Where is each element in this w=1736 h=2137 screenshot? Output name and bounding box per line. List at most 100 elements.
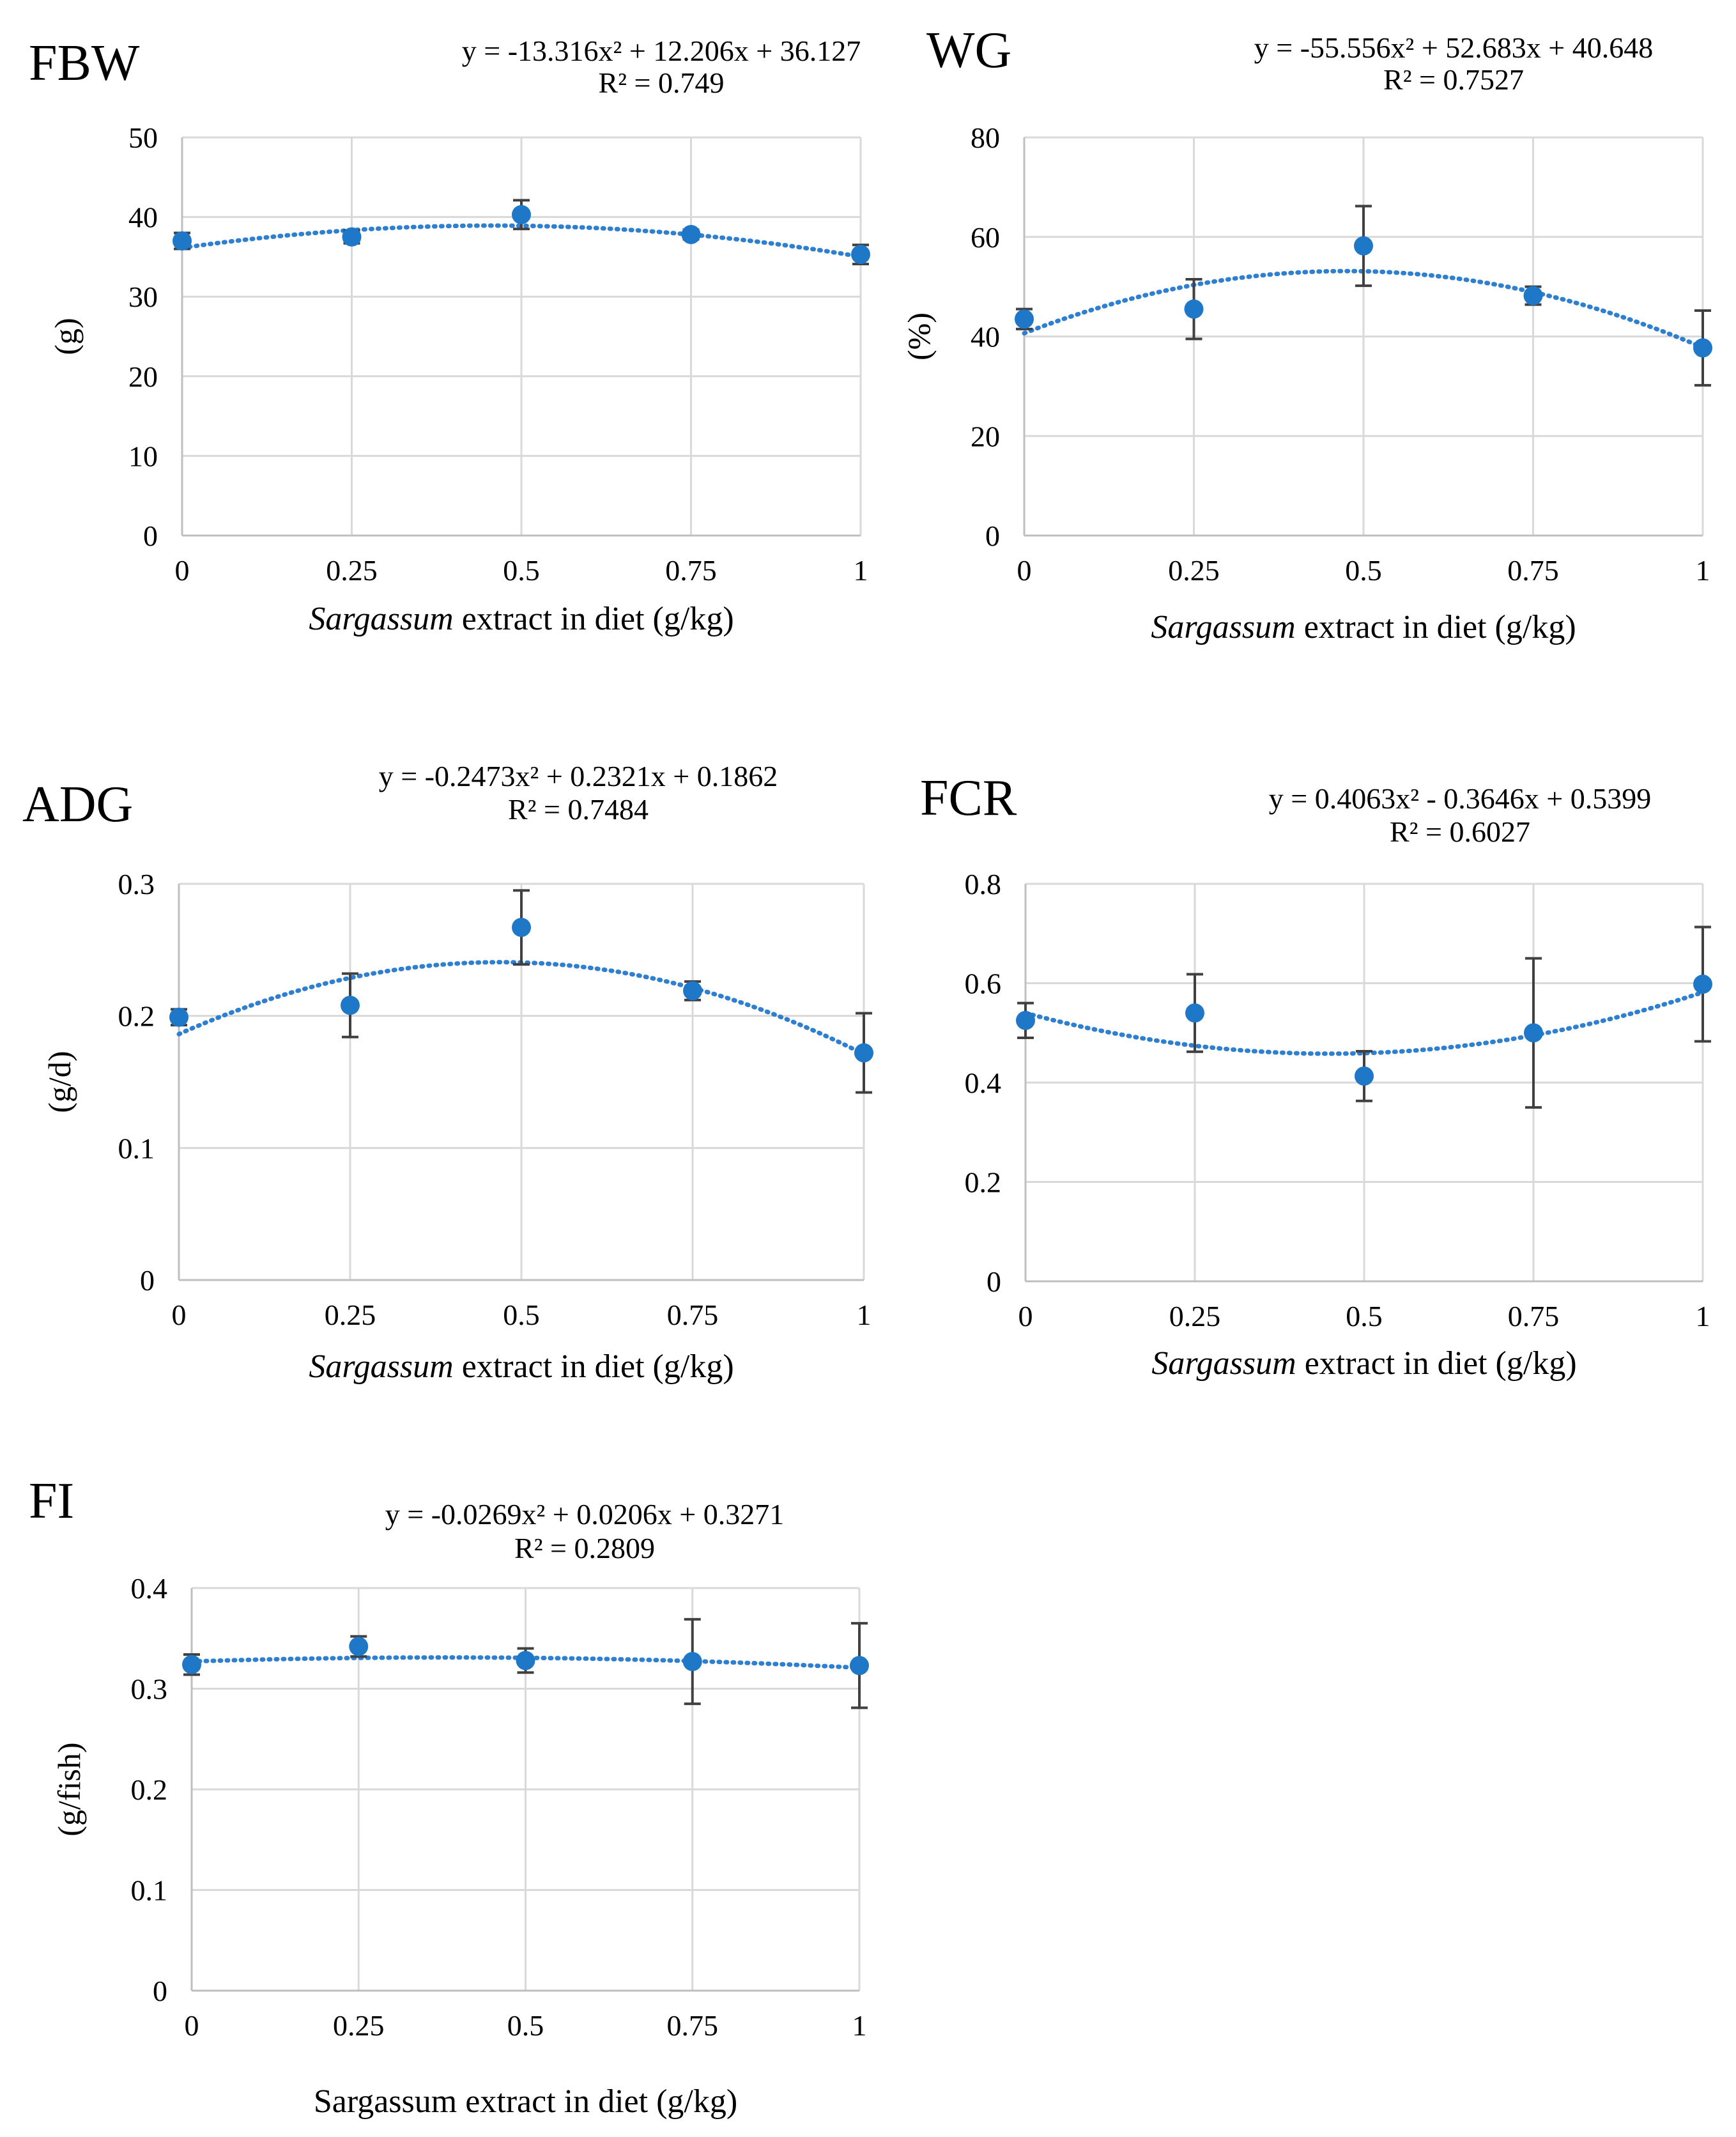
wg-ytick-label: 0	[985, 520, 1000, 552]
fi-r2: R² = 0.2809	[514, 1532, 655, 1564]
fi-xtick-label: 0.5	[507, 2009, 544, 2042]
fcr-ytick-label: 0.6	[965, 968, 1002, 1000]
fcr-equation: y = 0.4063x² - 0.3646x + 0.5399	[1269, 782, 1652, 815]
fi-panel-title: FI	[29, 1473, 74, 1529]
fbw-xtick-label: 0.5	[503, 554, 540, 587]
wg-ytick-label: 80	[971, 121, 1000, 154]
fcr-data-point	[1693, 975, 1712, 994]
wg-r2: R² = 0.7527	[1383, 63, 1524, 96]
fcr-data-point	[1185, 1003, 1204, 1023]
fcr-ytick-label: 0	[987, 1265, 1001, 1298]
fcr-x-axis-label: Sargassum extract in diet (g/kg)	[1151, 1345, 1576, 1382]
fi-xtick-label: 1	[852, 2009, 867, 2042]
adg-ytick-label: 0.1	[118, 1132, 155, 1164]
wg-ytick-label: 40	[971, 321, 1000, 353]
wg-data-point	[1184, 299, 1204, 319]
adg-panel-title: ADG	[22, 776, 133, 833]
adg-r2: R² = 0.7484	[508, 793, 649, 826]
fbw-ytick-label: 10	[128, 440, 158, 472]
wg-panel-title: WG	[926, 22, 1011, 79]
fcr-xtick-label: 1	[1696, 1300, 1710, 1332]
wg-data-point	[1015, 309, 1034, 329]
adg-data-point	[683, 981, 702, 1001]
fbw-ytick-label: 40	[128, 201, 158, 234]
adg-xtick-label: 0	[172, 1299, 187, 1331]
fi-data-point	[850, 1656, 869, 1676]
wg-xtick-label: 1	[1696, 554, 1710, 587]
adg-xtick-label: 0.5	[503, 1299, 540, 1331]
fbw-ytick-label: 0	[143, 520, 158, 552]
adg-xtick-label: 0.25	[325, 1299, 376, 1331]
fbw-xtick-label: 0.25	[326, 554, 378, 587]
adg-ytick-label: 0.3	[118, 868, 155, 900]
fbw-ytick-label: 20	[128, 360, 158, 393]
fi-xtick-label: 0.75	[667, 2009, 719, 2042]
fcr-xtick-label: 0.25	[1169, 1300, 1221, 1332]
fi-y-axis-label: (g/fish)	[51, 1742, 87, 1836]
fbw-data-point	[851, 245, 870, 265]
fi-equation: y = -0.0269x² + 0.0206x + 0.3271	[385, 1498, 784, 1531]
fbw-data-point	[173, 231, 192, 251]
adg-y-axis-label: (g/d)	[42, 1051, 77, 1113]
adg-x-axis-label: Sargassum extract in diet (g/kg)	[309, 1348, 734, 1385]
fcr-xtick-label: 0.5	[1346, 1300, 1383, 1332]
wg-y-axis-label: (%)	[901, 312, 937, 360]
fbw-equation: y = -13.316x² + 12.206x + 36.127	[462, 35, 861, 67]
fcr-data-point	[1016, 1010, 1035, 1030]
fcr-data-point	[1524, 1023, 1543, 1043]
fi-data-point	[349, 1637, 369, 1656]
wg-ytick-label: 20	[971, 420, 1000, 452]
fi-data-point	[182, 1655, 201, 1674]
fbw-ytick-label: 50	[128, 121, 158, 154]
fbw-xtick-label: 1	[854, 554, 868, 587]
fi-ytick-label: 0.1	[131, 1874, 168, 1907]
fbw-data-point	[512, 204, 531, 224]
fcr-ytick-label: 0.4	[965, 1067, 1002, 1099]
fcr-ytick-label: 0.2	[965, 1166, 1002, 1199]
fi-ytick-label: 0	[153, 1975, 167, 2007]
wg-xtick-label: 0.25	[1168, 554, 1220, 587]
wg-xtick-label: 0.75	[1507, 554, 1559, 587]
fbw-y-axis-label: (g)	[48, 318, 84, 355]
wg-data-point	[1693, 338, 1712, 358]
fcr-xtick-label: 0.75	[1508, 1300, 1560, 1332]
fbw-panel-title: FBW	[29, 35, 140, 91]
adg-ytick-label: 0	[140, 1264, 155, 1297]
fbw-x-axis-label: Sargassum extract in diet (g/kg)	[309, 601, 734, 637]
fi-xtick-label: 0	[185, 2009, 199, 2042]
fbw-data-point	[681, 225, 701, 245]
fcr-r2: R² = 0.6027	[1390, 815, 1530, 848]
adg-xtick-label: 0.75	[667, 1299, 719, 1331]
fi-ytick-label: 0.2	[131, 1773, 168, 1806]
wg-xtick-label: 0	[1017, 554, 1032, 587]
fi-ytick-label: 0.4	[131, 1572, 168, 1605]
fi-ytick-label: 0.3	[131, 1673, 168, 1706]
fbw-data-point	[342, 227, 362, 247]
wg-equation: y = -55.556x² + 52.683x + 40.648	[1254, 31, 1653, 64]
wg-data-point	[1354, 236, 1373, 256]
adg-xtick-label: 1	[857, 1299, 872, 1331]
fcr-panel-title: FCR	[920, 770, 1017, 826]
wg-ytick-label: 60	[971, 221, 1000, 254]
fbw-xtick-label: 0	[175, 554, 190, 587]
adg-ytick-label: 0.2	[118, 1000, 155, 1033]
fi-x-axis-label: Sargassum extract in diet (g/kg)	[314, 2083, 737, 2120]
fcr-xtick-label: 0	[1018, 1300, 1033, 1332]
fi-data-point	[516, 1651, 535, 1670]
fbw-xtick-label: 0.75	[665, 554, 717, 587]
adg-data-point	[169, 1007, 188, 1027]
fi-xtick-label: 0.25	[333, 2009, 385, 2042]
fbw-ytick-label: 30	[128, 281, 158, 313]
fcr-data-point	[1355, 1066, 1374, 1086]
wg-data-point	[1523, 286, 1543, 305]
adg-equation: y = -0.2473x² + 0.2321x + 0.1862	[379, 760, 778, 792]
adg-data-point	[512, 918, 531, 937]
wg-xtick-label: 0.5	[1345, 554, 1382, 587]
wg-x-axis-label: Sargassum extract in diet (g/kg)	[1151, 609, 1576, 645]
fbw-r2: R² = 0.749	[599, 66, 725, 99]
fcr-ytick-label: 0.8	[965, 868, 1002, 900]
fi-data-point	[682, 1651, 702, 1671]
adg-data-point	[854, 1043, 873, 1063]
